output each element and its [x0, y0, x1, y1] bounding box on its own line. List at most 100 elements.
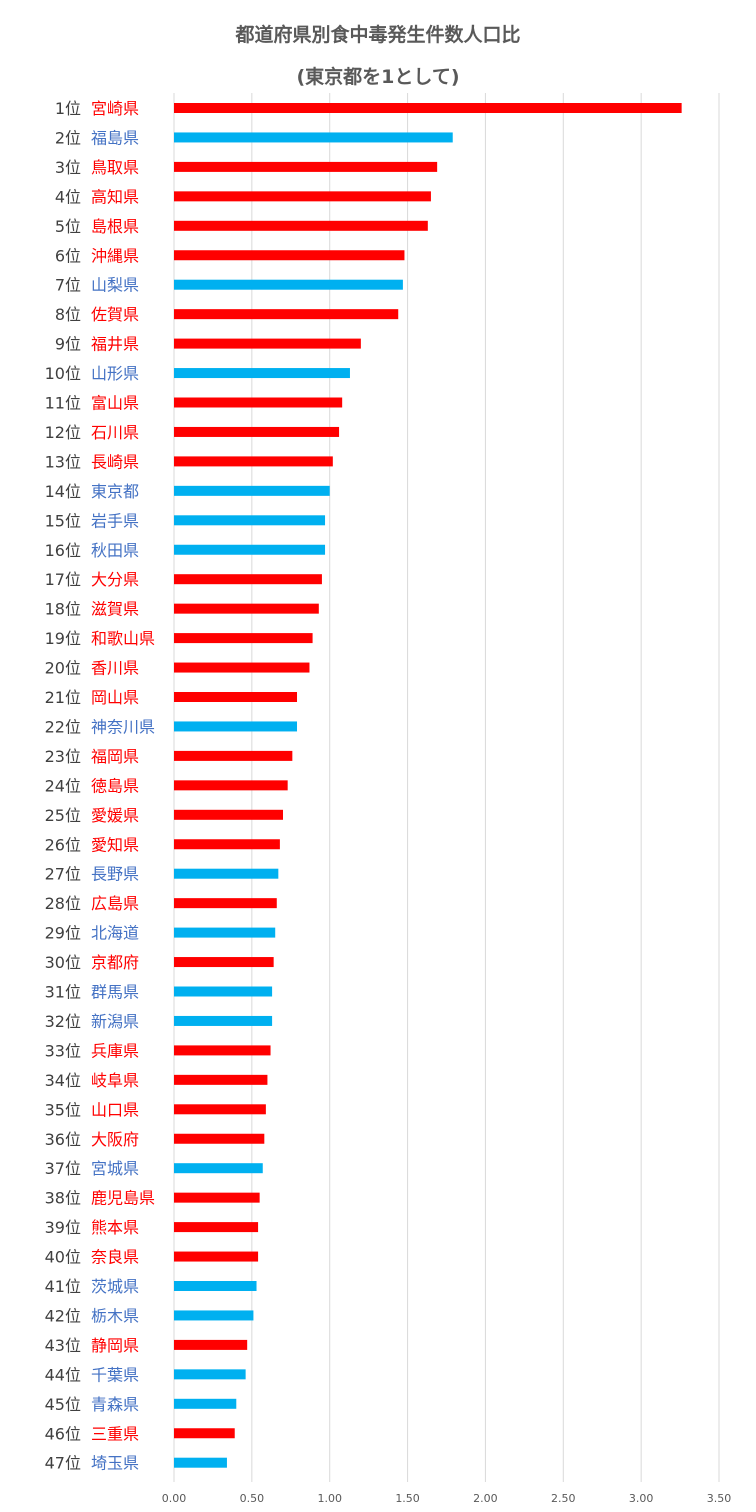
bar [174, 957, 274, 968]
rank-label: 3位 [55, 158, 81, 177]
prefecture-label: 奈良県 [91, 1248, 139, 1267]
x-tick-label: 3.50 [707, 1492, 732, 1505]
rank-label: 5位 [55, 217, 81, 236]
rank-label: 8位 [55, 305, 81, 324]
bar [174, 721, 298, 732]
bar [174, 1281, 257, 1291]
prefecture-label: 岐阜県 [91, 1071, 139, 1090]
rank-label: 28位 [45, 894, 81, 913]
rank-label: 23位 [45, 747, 81, 766]
prefecture-label: 長崎県 [91, 452, 139, 471]
bar [174, 309, 399, 320]
prefecture-label: 徳島県 [91, 776, 139, 795]
rank-label: 24位 [45, 776, 81, 795]
x-tick-label: 0.00 [162, 1492, 187, 1505]
rank-label: 27位 [45, 865, 81, 884]
prefecture-label: 静岡県 [91, 1336, 139, 1355]
rank-label: 19位 [45, 629, 81, 648]
prefecture-label: 岡山県 [91, 688, 139, 707]
bar [174, 220, 428, 231]
rank-label: 34位 [45, 1071, 81, 1090]
rank-label: 10位 [45, 364, 81, 383]
bar [174, 1398, 237, 1409]
x-tick-label: 2.00 [473, 1492, 498, 1505]
rank-label: 35位 [45, 1100, 81, 1119]
bar [174, 1310, 254, 1321]
bar [174, 662, 310, 673]
rank-label: 36位 [45, 1130, 81, 1149]
prefecture-label: 北海道 [91, 924, 139, 943]
rank-label: 47位 [45, 1454, 81, 1473]
bar [174, 809, 283, 820]
bar [174, 426, 340, 437]
bar [174, 692, 298, 702]
bar [174, 603, 319, 614]
prefecture-label: 埼玉県 [91, 1454, 139, 1473]
prefecture-label: 千葉県 [91, 1365, 139, 1384]
rank-label: 20位 [45, 659, 81, 678]
bar [174, 132, 453, 143]
prefecture-label: 高知県 [91, 187, 139, 206]
rank-label: 16位 [45, 541, 81, 560]
prefecture-label: 山口県 [91, 1100, 139, 1119]
rank-label: 46位 [45, 1424, 81, 1443]
bar [174, 1133, 265, 1144]
prefecture-label: 鹿児島県 [91, 1189, 155, 1208]
prefecture-label: 青森県 [91, 1395, 139, 1414]
chart-subtitle: (東京都を1として) [296, 66, 460, 88]
x-tick-label: 1.50 [395, 1492, 420, 1505]
rank-label: 9位 [55, 335, 81, 354]
bar [174, 927, 276, 938]
bar [174, 986, 273, 997]
prefecture-label: 佐賀県 [91, 305, 139, 324]
prefecture-label: 福島県 [91, 128, 139, 147]
bar [174, 1457, 227, 1468]
prefecture-label: 熊本県 [91, 1218, 139, 1237]
prefecture-label: 群馬県 [91, 983, 139, 1002]
bar [174, 1251, 259, 1262]
rank-label: 14位 [45, 482, 81, 501]
rank-label: 4位 [55, 187, 81, 206]
bar [174, 1045, 271, 1056]
rank-label: 40位 [45, 1248, 81, 1267]
bar [174, 368, 350, 379]
x-tick-label: 2.50 [551, 1492, 576, 1505]
prefecture-label: 広島県 [91, 894, 139, 913]
rank-label: 17位 [45, 570, 81, 589]
rank-label: 7位 [55, 276, 81, 295]
prefecture-label: 愛媛県 [91, 806, 139, 825]
prefecture-label: 大阪府 [91, 1130, 139, 1149]
prefecture-label: 福井県 [91, 335, 139, 354]
prefecture-label: 沖縄県 [91, 246, 139, 265]
rank-label: 41位 [45, 1277, 81, 1296]
prefecture-label: 石川県 [91, 423, 139, 442]
bar [174, 1222, 259, 1233]
bar [174, 898, 277, 909]
rank-label: 15位 [45, 511, 81, 530]
bar [174, 839, 280, 850]
bar [174, 1074, 268, 1085]
prefecture-label: 福岡県 [91, 747, 139, 766]
bar [174, 868, 279, 879]
bar [174, 1192, 260, 1203]
prefecture-label: 茨城県 [91, 1277, 139, 1296]
rank-label: 33位 [45, 1041, 81, 1060]
bar [174, 250, 405, 261]
prefecture-label: 神奈川県 [91, 717, 155, 736]
rank-label: 26位 [45, 835, 81, 854]
rank-label: 32位 [45, 1012, 81, 1031]
prefecture-label: 島根県 [91, 217, 139, 236]
x-tick-label: 3.00 [629, 1492, 654, 1505]
bar [174, 1339, 248, 1350]
prefecture-label: 大分県 [91, 570, 139, 589]
rank-label: 11位 [45, 394, 81, 413]
prefecture-label: 新潟県 [91, 1012, 139, 1031]
bar [174, 1104, 266, 1115]
bar [174, 279, 403, 290]
prefecture-label: 和歌山県 [91, 629, 155, 648]
rank-label: 39位 [45, 1218, 81, 1237]
rank-label: 21位 [45, 688, 81, 707]
bar [174, 574, 322, 585]
prefecture-label: 滋賀県 [91, 600, 139, 619]
